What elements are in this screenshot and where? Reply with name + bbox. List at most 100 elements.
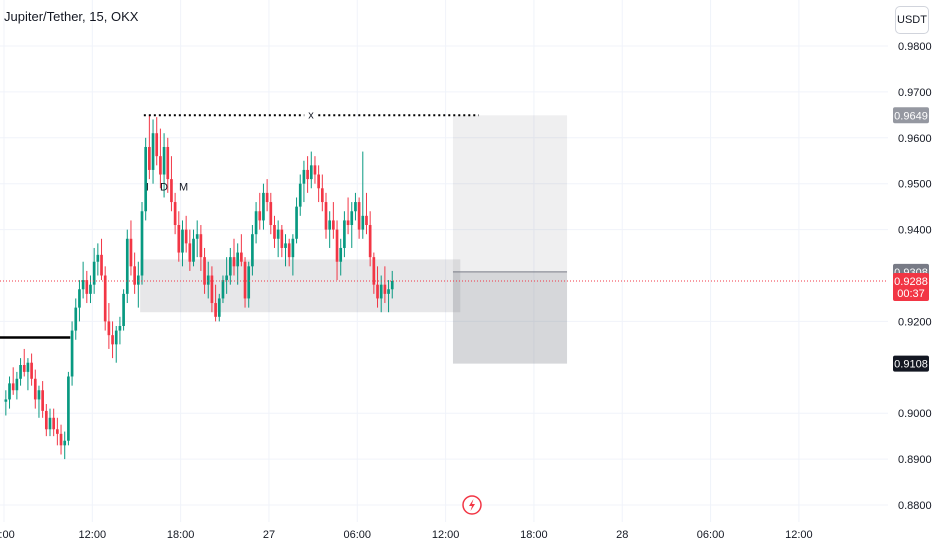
position-target-box	[452, 115, 568, 272]
candle-body	[118, 325, 122, 331]
x-mark-label: x	[308, 109, 314, 121]
candle	[44, 404, 48, 437]
candle-body	[8, 383, 11, 400]
zone-box	[140, 259, 461, 313]
candle	[225, 257, 228, 294]
candle-body	[210, 275, 214, 304]
candle-body	[298, 183, 302, 207]
candle	[30, 353, 33, 386]
candle	[144, 137, 148, 221]
candle-body	[217, 298, 221, 317]
candle	[8, 376, 11, 409]
x-tick-label: 06:00	[344, 529, 372, 541]
candle	[217, 293, 221, 322]
candle	[136, 261, 140, 308]
candle-body	[144, 146, 148, 212]
lightning-icon[interactable]	[462, 495, 482, 515]
candle-body	[214, 303, 217, 317]
y-tick-label: 0.9600	[898, 133, 932, 145]
y-tick-label: 0.9200	[898, 316, 932, 328]
candle	[243, 257, 247, 308]
y-tick-label: 0.9700	[898, 87, 932, 99]
candle-body	[44, 410, 48, 430]
candle	[376, 266, 379, 308]
candle	[199, 225, 203, 271]
candle-body	[335, 229, 339, 262]
candle-body	[56, 429, 59, 434]
candle	[192, 229, 195, 267]
candle-body	[280, 229, 284, 248]
candle-body	[339, 247, 343, 262]
candle-body	[291, 238, 295, 258]
candle-body	[166, 146, 170, 180]
candle-body	[350, 211, 354, 226]
y-tick-label: 0.8800	[898, 500, 932, 512]
candle-body	[203, 257, 206, 285]
candle	[78, 280, 81, 322]
y-tick-label: 0.9400	[898, 225, 932, 237]
candle	[379, 275, 383, 313]
candlestick-series	[4, 114, 394, 460]
candle	[92, 247, 96, 294]
candle-body	[148, 146, 151, 170]
candle	[33, 369, 37, 409]
candle-body	[265, 192, 269, 203]
x-tick-label: 6:00	[0, 529, 15, 541]
candle-body	[346, 220, 350, 226]
candle-body	[159, 156, 162, 175]
candle-body	[354, 202, 357, 212]
candle-body	[236, 252, 240, 267]
candle	[177, 211, 181, 262]
candle-body	[372, 257, 376, 285]
candle	[166, 137, 170, 193]
candle	[159, 128, 162, 189]
candle-body	[258, 211, 262, 221]
candle-body	[357, 202, 361, 230]
candle	[273, 215, 276, 248]
candle	[114, 325, 118, 363]
candle-body	[155, 133, 159, 157]
candle-body	[63, 440, 67, 446]
price-axis[interactable]: 0.9800 0.9700 0.9600 0.9500 0.9400 0.9200 0.90…	[898, 41, 932, 512]
candle	[22, 348, 26, 377]
candle-body	[19, 365, 22, 379]
candle-body	[85, 280, 89, 294]
candle	[236, 243, 240, 285]
candle-body	[368, 225, 372, 258]
symbol-legend[interactable]: Jupiter/Tether, 15, OKX	[4, 9, 139, 24]
y-tick-label: 0.9000	[898, 408, 932, 420]
time-axis[interactable]: 6:00 12:00 18:00 27 06:00 12:00 18:00 28 06:00 12…	[0, 529, 813, 541]
candle	[67, 371, 70, 446]
drawing-overlays[interactable]	[0, 114, 888, 339]
candle-body	[181, 229, 184, 253]
candle-body	[206, 275, 210, 285]
candle	[184, 215, 188, 253]
candle-body	[383, 284, 387, 294]
candle-body	[192, 238, 195, 262]
candle-body	[313, 165, 317, 175]
candle-body	[70, 330, 74, 377]
candle-body	[343, 220, 346, 248]
position-stop-box	[452, 271, 568, 364]
x-tick-label: 12:00	[79, 529, 107, 541]
candle-body	[254, 211, 258, 235]
currency-button[interactable]: USDT	[895, 6, 929, 34]
candle-body	[4, 399, 8, 402]
candle	[125, 229, 129, 304]
candle	[368, 211, 372, 267]
candle	[298, 174, 302, 216]
y-tick-label: 0.8900	[898, 454, 932, 466]
candle-body	[177, 225, 181, 253]
candle	[357, 197, 361, 239]
candle-body	[240, 252, 243, 262]
candle	[107, 303, 111, 349]
candle-body	[81, 280, 85, 290]
candle-body	[140, 211, 144, 276]
x-tick-label: 12:00	[785, 529, 813, 541]
candle-body	[390, 281, 394, 290]
candle-body	[387, 289, 390, 294]
candle-body	[103, 275, 107, 322]
drawing-boxes[interactable]	[140, 115, 568, 364]
candle-body	[100, 254, 103, 276]
